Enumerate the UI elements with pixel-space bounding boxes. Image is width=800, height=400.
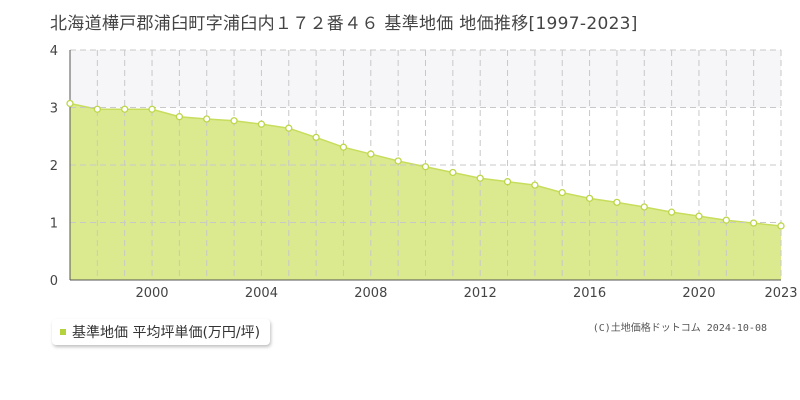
data-point	[640, 203, 648, 211]
data-point	[394, 157, 402, 165]
y-tick-label: 0	[50, 274, 58, 289]
y-tick-label: 4	[50, 44, 58, 59]
data-point	[312, 133, 320, 142]
data-point	[613, 198, 621, 207]
x-tick-label: 2023	[764, 286, 797, 301]
legend-swatch	[60, 329, 66, 335]
data-point	[93, 105, 101, 113]
data-point	[148, 105, 156, 113]
data-point	[257, 120, 266, 128]
data-point	[476, 174, 484, 182]
x-tick-label: 2004	[245, 286, 278, 301]
legend: 基準地価 平均坪単価(万円/坪)	[52, 319, 271, 345]
legend-label: 基準地価 平均坪単価(万円/坪)	[72, 325, 261, 341]
x-tick-label: 2000	[135, 286, 168, 301]
data-point	[777, 222, 785, 230]
credit-text: (C)土地価格ドットコム 2024-10-08	[592, 323, 767, 334]
data-point	[285, 124, 293, 132]
data-point	[175, 113, 184, 121]
data-point	[667, 208, 676, 216]
axis-layer	[69, 50, 781, 281]
data-point	[66, 99, 74, 108]
data-point	[695, 212, 703, 220]
x-tick-label: 2012	[464, 286, 497, 301]
data-point	[230, 117, 238, 125]
data-point	[449, 168, 457, 177]
y-tick-label: 2	[50, 159, 58, 174]
point-layer	[66, 99, 785, 230]
data-point	[722, 216, 730, 224]
data-point	[121, 105, 129, 113]
upper-band-background	[70, 50, 781, 108]
y-tick-label: 3	[50, 102, 58, 117]
grid-layer	[70, 49, 782, 280]
y-tick-label: 1	[50, 217, 58, 232]
x-tick-label: 2008	[354, 286, 387, 301]
data-point	[203, 115, 211, 123]
chart-title: 北海道樺戸郡浦臼町字浦臼内１７２番４６ 基準地価 地価推移[1997-2023]	[50, 14, 638, 34]
x-tick-label: 2016	[573, 286, 606, 301]
data-point	[531, 181, 539, 189]
data-point	[367, 150, 375, 158]
data-point	[750, 219, 758, 227]
data-point	[339, 143, 348, 151]
x-tick-label: 2020	[682, 286, 715, 301]
data-point	[421, 163, 430, 171]
data-point	[558, 188, 566, 197]
data-point	[503, 178, 512, 186]
label-layer: 0 1 2 3 4 2000 2004 2008 2012 2016 2020 2023	[50, 44, 798, 301]
data-point	[585, 194, 594, 203]
